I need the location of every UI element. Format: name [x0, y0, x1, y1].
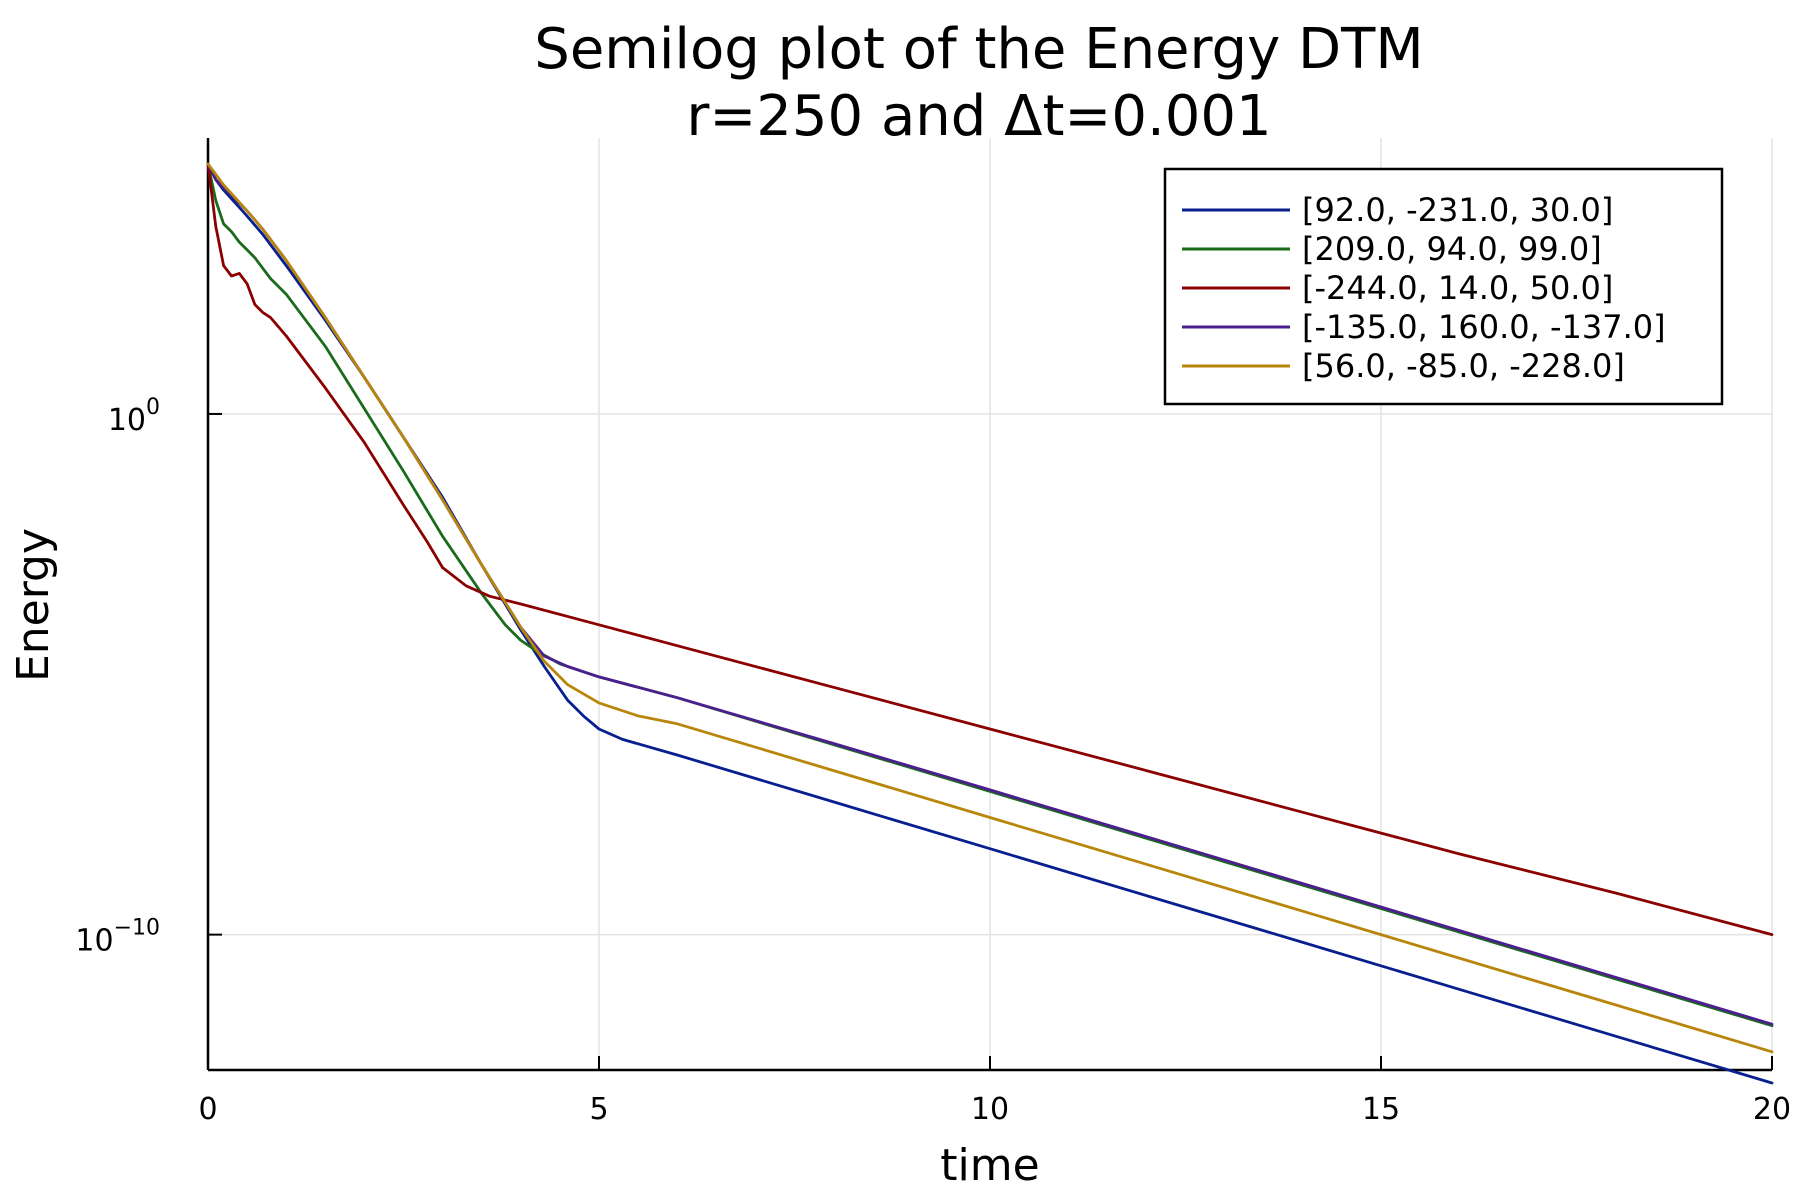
chart-title: Semilog plot of the Energy DTM [534, 17, 1423, 82]
chart-subtitle: r=250 and Δt=0.001 [686, 84, 1271, 149]
y-axis-label: Energy [8, 528, 59, 682]
legend-label-4: [-135.0, 160.0, -137.0] [1302, 308, 1666, 346]
x-tick-label: 10 [971, 1092, 1009, 1127]
y-tick-base: 10 [75, 924, 113, 959]
x-ticks: 0 5 10 15 20 [198, 1056, 1791, 1127]
y-tick-exponent: 0 [146, 395, 160, 420]
legend-label-3: [-244.0, 14.0, 50.0] [1302, 269, 1613, 307]
x-axis-label: time [940, 1140, 1039, 1191]
y-tick-label: 100 [108, 395, 160, 438]
legend-items: [92.0, -231.0, 30.0][209.0, 94.0, 99.0][… [1182, 191, 1666, 385]
y-tick-base: 10 [108, 403, 146, 438]
legend-label-5: [56.0, -85.0, -228.0] [1302, 347, 1625, 385]
x-tick-label: 15 [1362, 1092, 1400, 1127]
series-line-2 [206, 162, 1774, 1028]
y-tick-exponent: −10 [114, 916, 160, 941]
x-tick-label: 0 [198, 1092, 217, 1127]
x-tick-label: 5 [589, 1092, 608, 1127]
legend-label-2: [209.0, 94.0, 99.0] [1302, 230, 1602, 268]
series-lines [206, 162, 1774, 1085]
legend: [92.0, -231.0, 30.0][209.0, 94.0, 99.0][… [1163, 167, 1724, 406]
legend-label-1: [92.0, -231.0, 30.0] [1302, 191, 1613, 229]
x-tick-label: 20 [1753, 1092, 1791, 1127]
series-line-3 [206, 162, 1774, 936]
series-line-5 [206, 162, 1774, 1054]
y-tick-label: 10−10 [75, 916, 160, 959]
